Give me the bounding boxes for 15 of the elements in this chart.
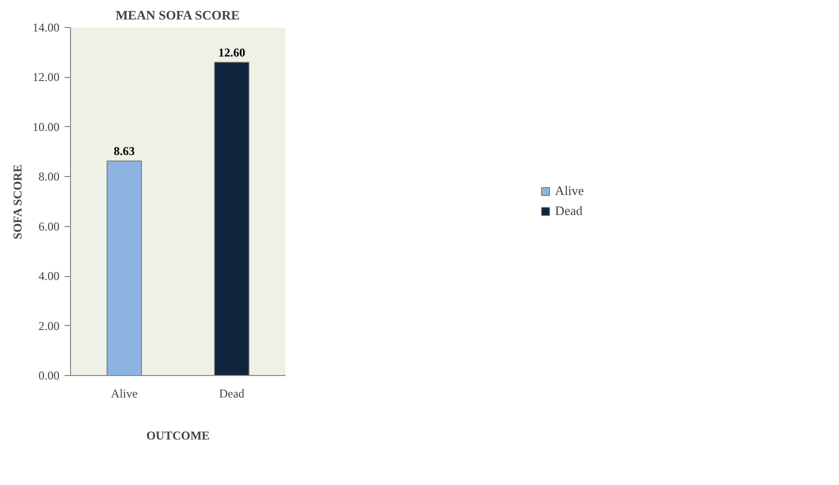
- y-axis-title: SOFA SCORE: [10, 164, 24, 240]
- data-label: 8.63: [114, 144, 135, 158]
- y-tick-label: 0.00: [38, 368, 60, 382]
- data-label: 12.60: [218, 45, 246, 60]
- x-axis-title: OUTCOME: [146, 428, 210, 442]
- y-tick-label: 10.00: [32, 120, 60, 134]
- y-tick-label: 6.00: [38, 219, 60, 234]
- y-tick-label: 14.00: [32, 20, 60, 34]
- y-tick-label: 8.00: [38, 170, 60, 184]
- y-tick-label: 4.00: [38, 269, 60, 284]
- chart-title: MEAN SOFA SCORE: [116, 8, 240, 22]
- y-tick-label: 12.00: [32, 70, 60, 84]
- legend-label: Alive: [555, 183, 584, 199]
- y-tick-label: 2.00: [38, 318, 60, 333]
- legend-label: Dead: [555, 203, 582, 219]
